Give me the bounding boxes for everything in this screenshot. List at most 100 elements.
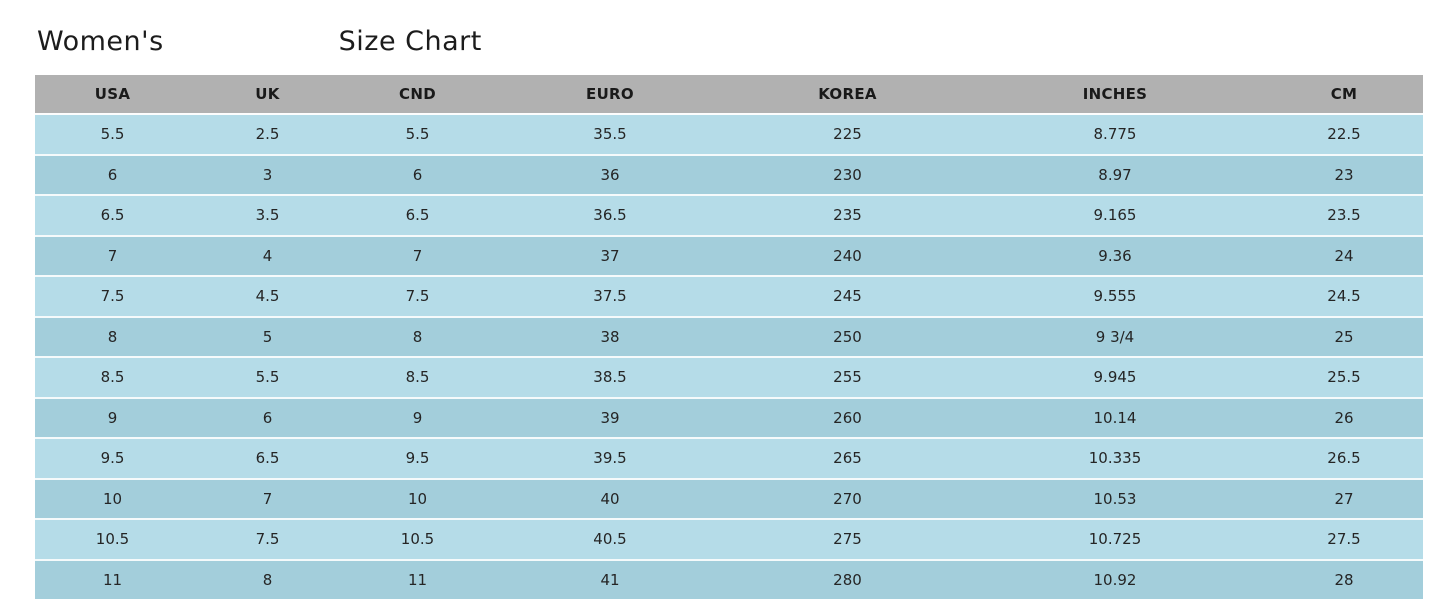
table-cell: 3.5	[190, 195, 345, 237]
table-cell: 40	[490, 478, 730, 520]
table-cell: 8.5	[35, 357, 190, 399]
table-cell: 23	[1265, 154, 1423, 196]
table-cell: 7	[345, 235, 490, 277]
header-cell-uk: UK	[190, 75, 345, 115]
table-cell: 9.165	[965, 195, 1265, 237]
table-cell: 39.5	[490, 438, 730, 480]
table-cell: 6.5	[345, 195, 490, 237]
table-cell: 230	[730, 154, 965, 196]
table-cell: 9.36	[965, 235, 1265, 277]
table-cell: 6	[35, 154, 190, 196]
table-row: 8.5 5.5 8.5 38.5 255 9.945 25.5	[35, 357, 1423, 399]
table-cell: 5.5	[190, 357, 345, 399]
table-row: 9 6 9 39 260 10.14 26	[35, 397, 1423, 439]
table-cell: 26.5	[1265, 438, 1423, 480]
table-cell: 10.5	[35, 519, 190, 561]
header-cell-korea: KOREA	[730, 75, 965, 115]
table-row: 8 5 8 38 250 9 3/4 25	[35, 316, 1423, 358]
table-cell: 235	[730, 195, 965, 237]
table-cell: 225	[730, 114, 965, 156]
table-cell: 8.5	[345, 357, 490, 399]
table-cell: 2.5	[190, 114, 345, 156]
table-cell: 9	[35, 397, 190, 439]
table-cell: 10.5	[345, 519, 490, 561]
table-cell: 36.5	[490, 195, 730, 237]
table-cell: 22.5	[1265, 114, 1423, 156]
table-row: 9.5 6.5 9.5 39.5 265 10.335 26.5	[35, 438, 1423, 480]
table-cell: 9.555	[965, 276, 1265, 318]
table-cell: 9	[345, 397, 490, 439]
table-cell: 240	[730, 235, 965, 277]
table-cell: 23.5	[1265, 195, 1423, 237]
header-cell-inches: INCHES	[965, 75, 1265, 115]
table-cell: 250	[730, 316, 965, 358]
table-row: 7.5 4.5 7.5 37.5 245 9.555 24.5	[35, 276, 1423, 318]
table-row: 6.5 3.5 6.5 36.5 235 9.165 23.5	[35, 195, 1423, 237]
table-cell: 7.5	[35, 276, 190, 318]
table-cell: 10.335	[965, 438, 1265, 480]
header-cell-cnd: CND	[345, 75, 490, 115]
table-cell: 28	[1265, 559, 1423, 599]
table-body: 5.5 2.5 5.5 35.5 225 8.775 22.5 6 3 6 36 230 8.97 23 6…	[35, 114, 1423, 599]
table-cell: 5.5	[345, 114, 490, 156]
table-cell: 36	[490, 154, 730, 196]
table-cell: 41	[490, 559, 730, 599]
table-cell: 7	[35, 235, 190, 277]
table-cell: 270	[730, 478, 965, 520]
table-cell: 5	[190, 316, 345, 358]
table-cell: 9.945	[965, 357, 1265, 399]
table-cell: 9.5	[345, 438, 490, 480]
table-cell: 6	[345, 154, 490, 196]
table-cell: 8	[190, 559, 345, 599]
table-cell: 260	[730, 397, 965, 439]
page-title-women: Women's	[37, 26, 164, 57]
table-cell: 24	[1265, 235, 1423, 277]
table-cell: 38	[490, 316, 730, 358]
header-cell-euro: EURO	[490, 75, 730, 115]
table-row: 10.5 7.5 10.5 40.5 275 10.725 27.5	[35, 519, 1423, 561]
table-cell: 35.5	[490, 114, 730, 156]
table-cell: 10	[345, 478, 490, 520]
table-cell: 4.5	[190, 276, 345, 318]
table-cell: 4	[190, 235, 345, 277]
table-cell: 10.14	[965, 397, 1265, 439]
table-cell: 255	[730, 357, 965, 399]
table-cell: 38.5	[490, 357, 730, 399]
table-cell: 10	[35, 478, 190, 520]
table-cell: 7	[190, 478, 345, 520]
table-cell: 24.5	[1265, 276, 1423, 318]
table-row: 5.5 2.5 5.5 35.5 225 8.775 22.5	[35, 114, 1423, 156]
table-cell: 27	[1265, 478, 1423, 520]
table-cell: 6	[190, 397, 345, 439]
table-cell: 7.5	[190, 519, 345, 561]
table-cell: 245	[730, 276, 965, 318]
table-row: 10 7 10 40 270 10.53 27	[35, 478, 1423, 520]
table-cell: 8.97	[965, 154, 1265, 196]
table-cell: 26	[1265, 397, 1423, 439]
table-cell: 11	[35, 559, 190, 599]
page-title-size-chart: Size Chart	[338, 26, 482, 57]
table-cell: 25.5	[1265, 357, 1423, 399]
table-row: 11 8 11 41 280 10.92 28	[35, 559, 1423, 599]
table-cell: 5.5	[35, 114, 190, 156]
table-cell: 11	[345, 559, 490, 599]
table-cell: 8	[35, 316, 190, 358]
table-cell: 275	[730, 519, 965, 561]
table-cell: 10.53	[965, 478, 1265, 520]
table-cell: 8.775	[965, 114, 1265, 156]
table-cell: 37.5	[490, 276, 730, 318]
table-cell: 9.5	[35, 438, 190, 480]
table-cell: 280	[730, 559, 965, 599]
table-cell: 39	[490, 397, 730, 439]
table-cell: 6.5	[35, 195, 190, 237]
size-chart-table: USA UK CND EURO KOREA INCHES CM 5.5 2.5 5.5 35.5 2…	[35, 75, 1423, 599]
table-cell: 37	[490, 235, 730, 277]
table-cell: 10.92	[965, 559, 1265, 599]
table-cell: 3	[190, 154, 345, 196]
header-cell-usa: USA	[35, 75, 190, 115]
table-cell: 10.725	[965, 519, 1265, 561]
header-cell-cm: CM	[1265, 75, 1423, 115]
table-cell: 25	[1265, 316, 1423, 358]
table-cell: 6.5	[190, 438, 345, 480]
